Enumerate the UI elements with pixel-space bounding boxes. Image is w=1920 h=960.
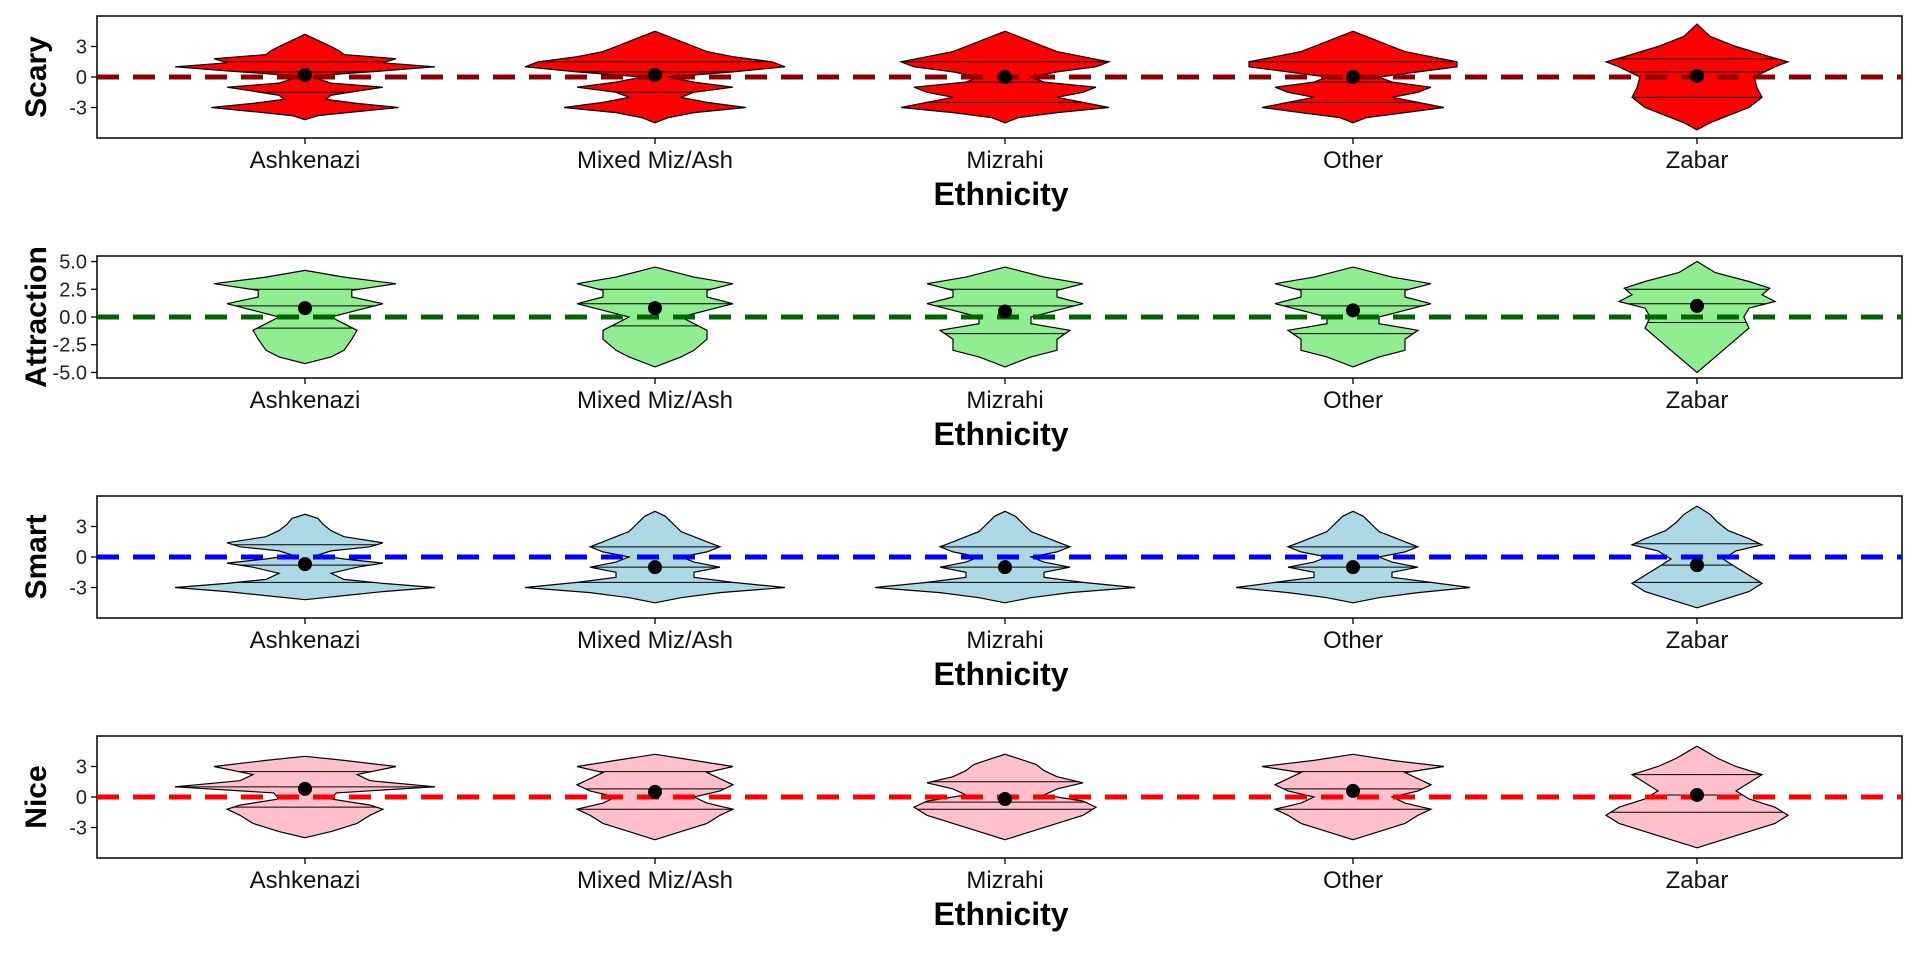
x-tick-label: Mizrahi: [966, 147, 1043, 174]
mean-point: [298, 67, 312, 82]
mean-point: [648, 301, 662, 316]
mean-point: [298, 781, 312, 796]
x-tick-label: Mizrahi: [966, 387, 1043, 414]
y-axis-title: Nice: [20, 765, 53, 828]
mean-point: [1346, 560, 1360, 575]
mean-point: [1690, 558, 1704, 573]
violin-ashkenazi: [174, 513, 436, 601]
mean-point: [1346, 303, 1360, 318]
y-tick-label: 2.5: [59, 279, 87, 301]
x-tick-label: Zabar: [1666, 147, 1729, 174]
x-tick-label: Mixed Miz/Ash: [577, 627, 733, 654]
x-tick-label: Zabar: [1666, 867, 1729, 894]
x-tick-label: Zabar: [1666, 627, 1729, 654]
y-tick-label: 3: [76, 517, 87, 539]
x-tick-label: Other: [1323, 147, 1383, 174]
x-axis-title: Ethnicity: [933, 416, 1068, 452]
x-tick-label: Other: [1323, 627, 1383, 654]
x-tick-label: Ashkenazi: [250, 627, 361, 654]
panel-attraction: -5.0 -2.5 0.0 2.5 5.0 Attraction Ashkenazi Mixe…: [20, 246, 1903, 452]
mean-point: [1690, 298, 1704, 313]
x-axis-title: Ethnicity: [933, 176, 1068, 212]
y-tick-label: -3: [69, 578, 87, 600]
y-tick-label: 3: [76, 757, 87, 779]
x-tick-label: Mixed Miz/Ash: [577, 147, 733, 174]
mean-point: [648, 560, 662, 575]
x-tick-label: Ashkenazi: [250, 387, 361, 414]
y-tick-label: -3: [69, 818, 87, 840]
y-tick-label: -3: [69, 98, 87, 120]
x-tick-label: Other: [1323, 867, 1383, 894]
x-tick-label: Zabar: [1666, 387, 1729, 414]
y-tick-label: 0: [76, 547, 87, 569]
y-tick-label: 0: [76, 787, 87, 809]
x-tick-label: Mizrahi: [966, 627, 1043, 654]
mean-point: [1346, 783, 1360, 798]
mean-point: [1690, 68, 1704, 83]
x-axis-title: Ethnicity: [933, 656, 1068, 692]
x-axis-title: Ethnicity: [933, 896, 1068, 932]
y-tick-label: 3: [76, 37, 87, 59]
violin-ashkenazi: [174, 755, 436, 839]
y-tick-label: -5.0: [53, 362, 87, 384]
mean-point: [648, 67, 662, 82]
panel-nice: -3 0 3 Nice Ashkenazi Mixed Miz/Ash Mizrahi Oth…: [20, 735, 1903, 932]
y-tick-label: 0.0: [59, 307, 87, 329]
y-axis-title: Smart: [20, 514, 53, 599]
mean-point: [998, 560, 1012, 575]
x-tick-label: Other: [1323, 387, 1383, 414]
mean-point: [648, 784, 662, 799]
y-tick-label: 0: [76, 67, 87, 89]
x-tick-label: Mixed Miz/Ash: [577, 387, 733, 414]
y-axis-title: Scary: [20, 36, 53, 118]
mean-point: [298, 557, 312, 572]
panel-smart: -3 0 3 Smart Ashkenazi Mixed Miz/Ash Mizrahi Ot…: [20, 495, 1903, 692]
mean-point: [998, 70, 1012, 84]
x-tick-label: Ashkenazi: [250, 147, 361, 174]
y-tick-label: 5.0: [59, 252, 87, 274]
x-tick-label: Mixed Miz/Ash: [577, 867, 733, 894]
panel-scary: -3 0 3 Scary Ashkenazi Mixed Miz/Ash Mizrahi Ot…: [20, 15, 1903, 212]
mean-point: [998, 792, 1012, 807]
mean-point: [298, 301, 312, 316]
mean-point: [1346, 70, 1360, 84]
mean-point: [998, 304, 1012, 319]
x-tick-label: Mizrahi: [966, 867, 1043, 894]
x-tick-label: Ashkenazi: [250, 867, 361, 894]
y-tick-label: -2.5: [53, 335, 87, 357]
mean-point: [1690, 787, 1704, 802]
y-axis-title: Attraction: [20, 246, 53, 388]
violin-other: [1235, 510, 1471, 604]
